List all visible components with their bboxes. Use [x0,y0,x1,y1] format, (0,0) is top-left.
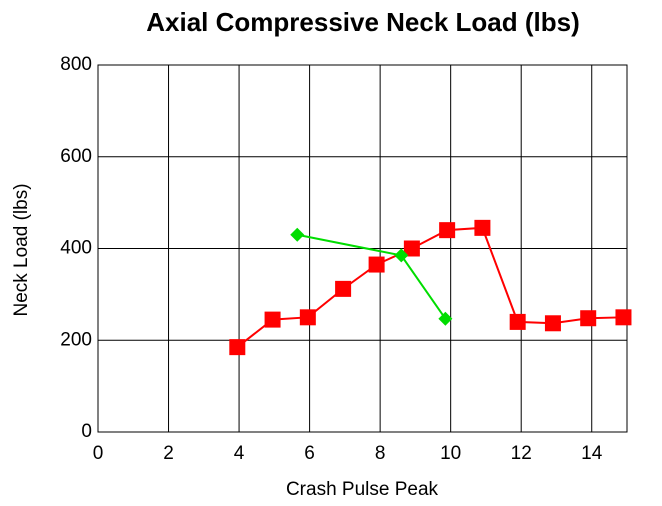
marker [264,311,281,328]
x-tick-label: 8 [375,443,386,464]
x-tick-label: 12 [511,443,532,464]
x-tick-label: 10 [440,443,461,464]
y-tick-label: 400 [60,238,92,259]
marker [394,248,409,263]
x-tick-label: 2 [163,443,174,464]
y-axis-label: Neck Load (lbs) [11,183,32,316]
y-tick-label: 600 [60,146,92,167]
marker [439,222,456,239]
marker [544,315,561,332]
x-axis-label: Crash Pulse Peak [286,479,439,500]
marker [290,227,305,242]
marker [615,309,632,326]
marker [509,313,526,330]
marker [299,309,316,326]
x-tick-label: 6 [304,443,315,464]
marker [580,310,597,327]
chart-title: Axial Compressive Neck Load (lbs) [146,7,579,37]
x-tick-label: 4 [234,443,245,464]
y-tick-label: 800 [60,54,92,75]
x-tick-label: 0 [93,443,104,464]
x-tick-label: 14 [581,443,603,464]
marker [335,280,352,297]
marker [438,311,453,326]
y-tick-label: 200 [60,329,92,350]
marker [368,256,385,273]
marker [474,219,491,236]
y-tick-label: 0 [81,421,92,442]
marker [403,240,420,257]
marker [229,339,246,356]
